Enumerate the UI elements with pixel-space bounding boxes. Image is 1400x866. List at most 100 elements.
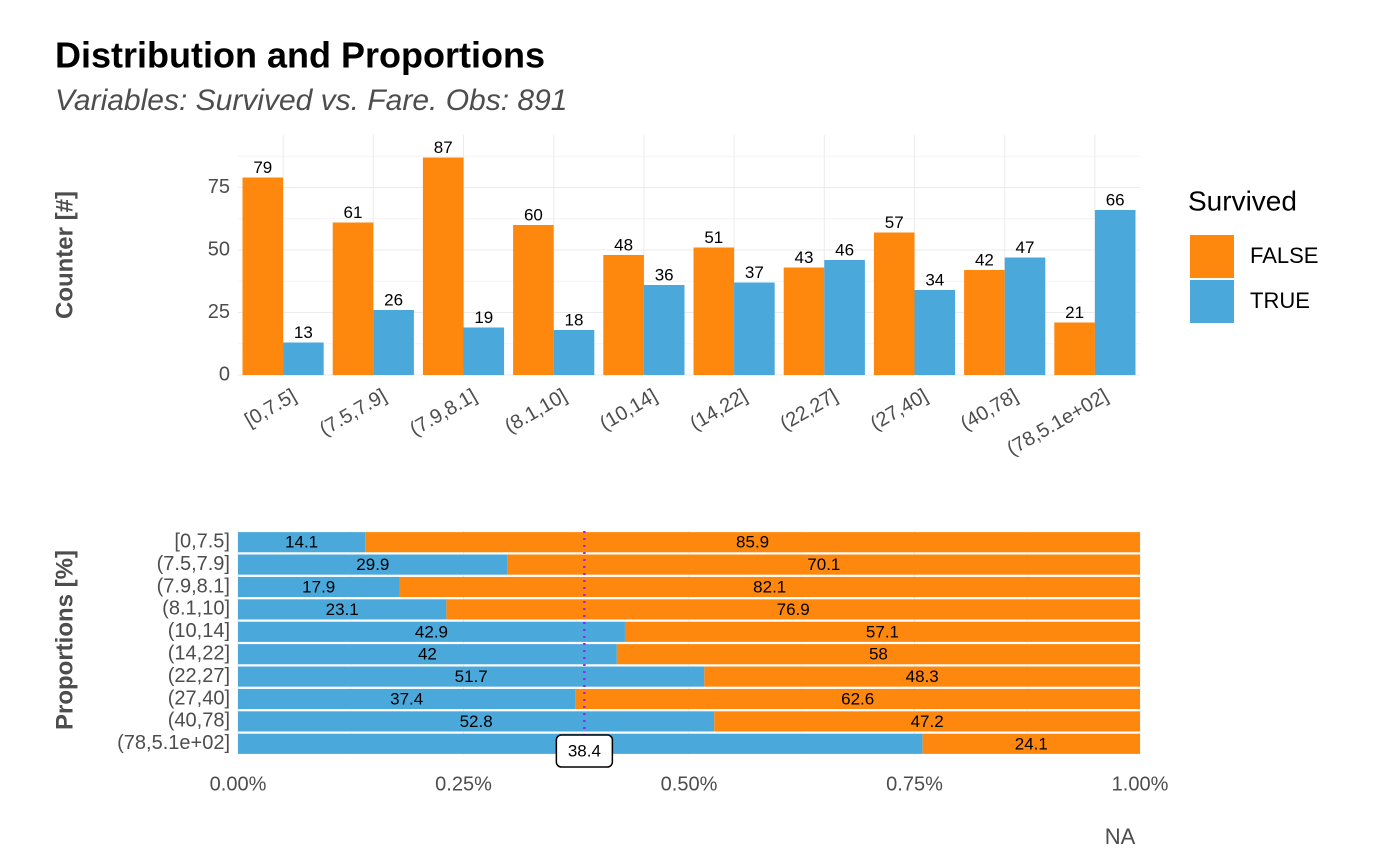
bar xyxy=(914,290,956,375)
data-label: 76.9 xyxy=(777,600,810,619)
x-tick-label: 0.25% xyxy=(435,773,492,795)
x-tick-label: (27,40] xyxy=(867,385,932,435)
data-label: 62.6 xyxy=(841,689,874,708)
bar-segment xyxy=(616,644,1140,665)
data-label: 42 xyxy=(975,250,994,269)
bar-segment xyxy=(922,733,1140,754)
x-tick-label: 1.00% xyxy=(1112,773,1169,795)
reference-label: 38.4 xyxy=(568,741,601,760)
legend-label: FALSE xyxy=(1250,243,1318,268)
bar xyxy=(513,225,554,375)
data-label: 48 xyxy=(614,235,633,254)
bar xyxy=(643,285,685,375)
data-label: 34 xyxy=(925,270,944,289)
bar xyxy=(1004,257,1046,375)
x-tick-label: (7.9,8.1] xyxy=(406,385,481,441)
data-label: 51.7 xyxy=(455,667,488,686)
x-tick-label: 0.00% xyxy=(210,773,267,795)
bar xyxy=(603,255,644,375)
chart-subtitle: Variables: Survived vs. Fare. Obs: 891 xyxy=(55,84,567,117)
x-tick-label: (10,14] xyxy=(596,385,661,435)
bar-segment xyxy=(238,532,366,553)
y-tick-label: 50 xyxy=(208,238,230,260)
y-tick-label: [0,7.5] xyxy=(174,530,230,552)
y-axis-title: Counter [#] xyxy=(51,191,78,319)
data-label: 42.9 xyxy=(415,622,448,641)
bar xyxy=(783,267,825,375)
x-tick-label: (78,5.1e+02] xyxy=(1003,385,1112,460)
data-label: 13 xyxy=(294,323,313,342)
data-label: 29.9 xyxy=(356,555,389,574)
y-tick-label: 25 xyxy=(208,301,230,323)
data-label: 85.9 xyxy=(736,533,769,552)
data-label: 24.1 xyxy=(1015,734,1048,753)
bar xyxy=(422,157,464,375)
data-label: 19 xyxy=(474,308,493,327)
data-label: 82.1 xyxy=(753,577,786,596)
bar xyxy=(1054,322,1095,375)
y-tick-label: (78,5.1e+02] xyxy=(117,732,230,754)
data-label: 42 xyxy=(418,645,437,664)
data-label: 21 xyxy=(1065,303,1084,322)
y-tick-label: (10,14] xyxy=(168,620,230,642)
bar xyxy=(1094,210,1136,375)
data-label: 37.4 xyxy=(390,689,423,708)
data-label: 18 xyxy=(565,310,584,329)
data-label: 37 xyxy=(745,263,764,282)
bar-segment xyxy=(238,599,447,620)
x-tick-label: 0.75% xyxy=(886,773,943,795)
bar-segment xyxy=(238,621,625,642)
y-tick-label: (7.9,8.1] xyxy=(157,575,230,597)
bar-segment xyxy=(238,711,715,732)
data-label: 79 xyxy=(253,158,272,177)
y-tick-label: (40,78] xyxy=(168,710,230,732)
y-tick-label: 75 xyxy=(208,176,230,198)
bar-segment xyxy=(704,666,1140,687)
x-tick-label: (22,27] xyxy=(777,385,842,435)
data-label: 36 xyxy=(655,265,674,284)
bar xyxy=(964,270,1005,375)
data-label: 47 xyxy=(1016,238,1035,257)
x-tick-label: 0.50% xyxy=(661,773,718,795)
x-axis-title: NA xyxy=(1105,824,1136,849)
data-label: 58 xyxy=(869,645,888,664)
y-tick-label: (27,40] xyxy=(168,687,230,709)
bar xyxy=(283,342,324,375)
data-label: 52.8 xyxy=(460,712,493,731)
data-label: 87 xyxy=(434,138,453,157)
reference-label-box xyxy=(555,734,614,768)
y-tick-label: (22,27] xyxy=(168,665,230,687)
y-tick-label: (7.5,7.9] xyxy=(157,553,230,575)
data-label: 51 xyxy=(704,228,723,247)
legend-swatch xyxy=(1190,280,1234,323)
data-label: 14.1 xyxy=(285,533,318,552)
bar xyxy=(463,327,505,375)
y-tick-label: 0 xyxy=(219,363,230,385)
data-label: 17.9 xyxy=(302,577,335,596)
legend-label: TRUE xyxy=(1250,288,1310,313)
data-label: 60 xyxy=(524,205,543,224)
bar xyxy=(734,282,775,375)
bar-segment xyxy=(238,666,705,687)
data-label: 66 xyxy=(1106,190,1125,209)
data-label: 70.1 xyxy=(807,555,840,574)
bar-segment xyxy=(507,554,1140,575)
legend-title: Survived xyxy=(1188,185,1297,216)
x-tick-label: [0,7.5] xyxy=(241,385,300,432)
data-label: 48.3 xyxy=(906,667,939,686)
bar-segment xyxy=(575,688,1140,710)
bar-segment xyxy=(238,554,508,575)
bar xyxy=(242,177,284,375)
bar-segment xyxy=(238,576,400,598)
x-tick-label: (14,22] xyxy=(686,385,751,435)
data-label: 47.2 xyxy=(911,712,944,731)
bar-segment xyxy=(624,621,1140,642)
y-axis-title: Proportions [%] xyxy=(51,550,78,730)
data-label: 57 xyxy=(885,213,904,232)
data-label: 26 xyxy=(384,290,403,309)
bar xyxy=(332,222,374,375)
y-tick-label: (14,22] xyxy=(168,642,230,664)
x-tick-label: (8.1,10] xyxy=(501,385,571,438)
bar-segment xyxy=(446,599,1140,620)
